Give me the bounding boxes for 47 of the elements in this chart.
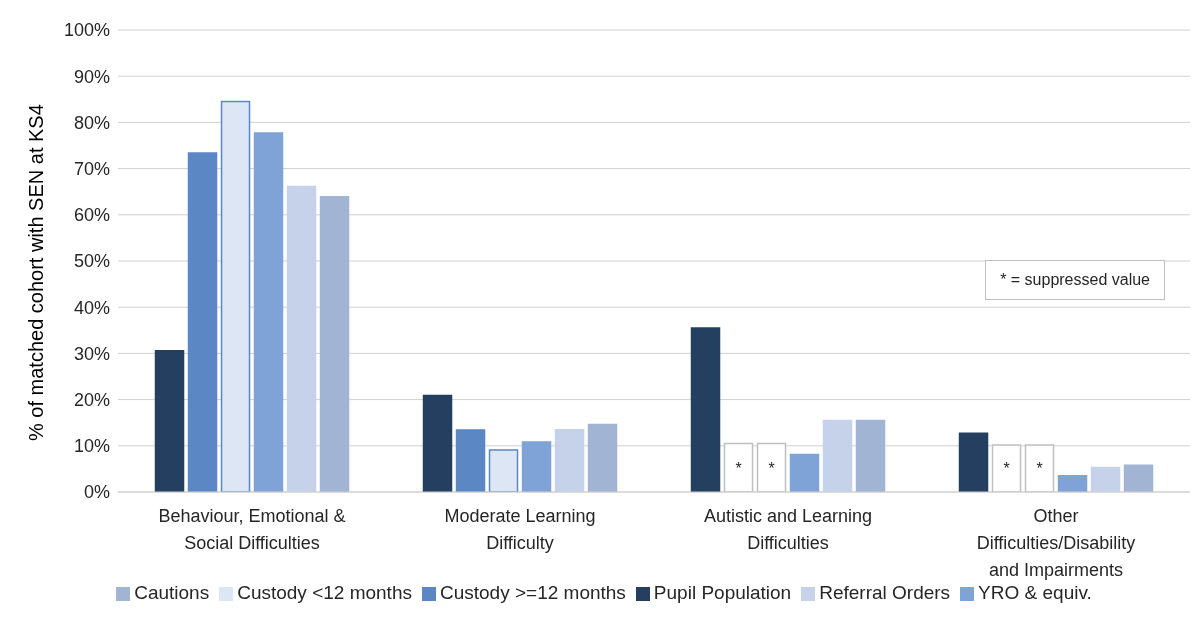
data-label: * — [1003, 460, 1010, 478]
x-tick-label: Behaviour, Emotional & Social Difficulties — [158, 506, 346, 553]
bar — [554, 428, 585, 492]
legend-label: Custody >=12 months — [439, 582, 626, 603]
y-tick-label: 10% — [73, 436, 110, 457]
y-tick-label: 50% — [73, 251, 110, 272]
y-tick-label: 90% — [73, 66, 110, 87]
bar — [286, 185, 317, 492]
bar — [455, 429, 486, 492]
bar — [855, 419, 886, 492]
y-tick-label: 80% — [73, 112, 110, 133]
legend-label: Pupil Population — [653, 582, 792, 603]
bar — [488, 449, 519, 492]
bar — [422, 394, 453, 492]
y-tick-label: 60% — [73, 205, 110, 226]
bar — [587, 423, 618, 492]
bar — [187, 152, 218, 492]
x-tick-label: Other Difficulties/Disability and Impairments — [976, 506, 1136, 580]
bar — [958, 432, 989, 492]
bar — [789, 453, 820, 492]
legend-label: Custody <12 months — [237, 582, 412, 603]
legend-label: Cautions — [134, 582, 210, 603]
bar — [690, 327, 721, 492]
x-tick-label: Autistic and Learning Difficulties — [703, 506, 873, 553]
bar — [220, 100, 251, 492]
bar — [822, 419, 853, 492]
y-tick-label: 70% — [73, 158, 110, 179]
y-tick-label: 40% — [73, 297, 110, 318]
data-label: * — [1036, 460, 1043, 478]
y-axis-title: % of matched cohort with SEN at KS4 — [25, 104, 48, 441]
y-tick-label: 20% — [73, 389, 110, 410]
legend-label: YRO & equiv. — [978, 582, 1092, 603]
bar — [1123, 464, 1154, 492]
data-label: * — [768, 459, 775, 477]
x-tick-label: Moderate Learning Difficulty — [444, 506, 596, 553]
bar — [521, 441, 552, 492]
bar — [1090, 466, 1121, 492]
bar — [1057, 475, 1088, 492]
data-label: * — [735, 459, 742, 477]
y-tick-label: 100% — [63, 20, 110, 41]
annotation: * = suppressed value — [985, 260, 1165, 300]
bar — [154, 349, 185, 492]
legend-label: Referral Orders — [819, 582, 951, 603]
bar — [319, 196, 350, 492]
bar — [253, 132, 284, 492]
y-tick-label: 0% — [83, 482, 110, 503]
y-tick-label: 30% — [73, 343, 110, 364]
